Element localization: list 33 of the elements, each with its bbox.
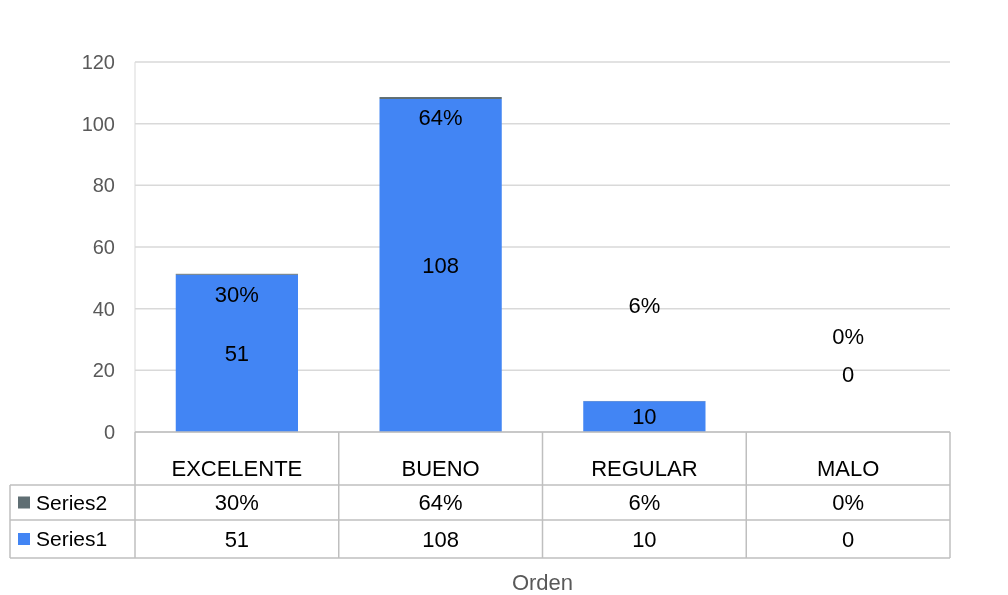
y-tick-label: 0 [103,421,115,443]
y-tick-label: 120 [81,51,115,73]
x-tick-label: EXCELENTE [171,455,303,481]
x-tick-label: MALO [816,455,880,481]
x-tick-label: REGULAR [591,455,698,481]
text: 30% [214,281,259,307]
y-tick-label: 80 [92,174,115,197]
x-axis-title: Orden [511,569,574,595]
y-tick-label: 100 [81,112,115,135]
legend-label: Series1 [36,527,108,551]
data-label: 10 [632,526,657,552]
y-tick-label: 40 [92,297,115,320]
y-tick-label: 60 [92,236,115,258]
bar [175,274,298,432]
data-label: 6% [628,490,661,516]
text: 0% [832,323,865,349]
x-tick-label: BUENO [401,455,480,481]
text: 10 [632,404,657,430]
text: 0 [842,361,855,387]
bar [379,99,502,432]
text: 64% [418,104,463,130]
text: 108 [422,253,459,279]
data-label: 0 [842,526,855,552]
data-label: 108 [422,526,459,552]
legend-label: Series2 [36,490,108,514]
y-tick-label: 20 [92,359,115,382]
text: 51 [224,341,250,367]
bar [583,401,706,432]
data-label: 30% [214,490,259,516]
data-label: 64% [418,490,463,516]
text: 6% [628,292,661,318]
data-label: 0% [832,490,865,516]
data-label: 51 [224,526,250,552]
